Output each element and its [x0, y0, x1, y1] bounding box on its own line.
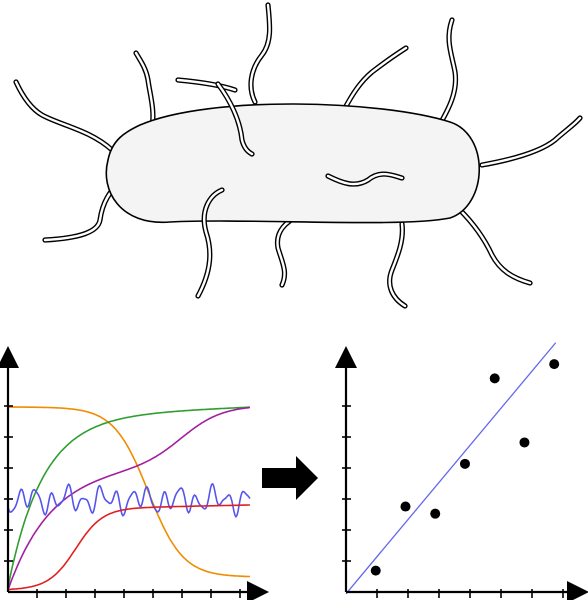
flagellum — [437, 17, 459, 127]
flagellum — [248, 2, 273, 105]
flagellum — [342, 45, 409, 111]
flagellum — [387, 221, 408, 309]
growth-curve-sigmoid-rise — [7, 504, 250, 591]
data-point — [370, 565, 381, 576]
growth-curve-saturating-rise — [7, 406, 250, 588]
data-point — [459, 458, 470, 469]
flagellum — [13, 79, 115, 153]
growth-curve-double-rise — [7, 406, 251, 591]
growth-curve-noisy-flat — [7, 482, 251, 519]
flagella-front — [195, 81, 405, 299]
flagellum — [175, 77, 238, 93]
data-point — [430, 508, 441, 519]
growth-axis-ticks — [4, 405, 241, 598]
regression-fit-line — [345, 342, 557, 595]
data-point — [400, 501, 411, 512]
flagellum — [215, 81, 255, 157]
flagellum — [133, 50, 156, 131]
regression-axis-ticks — [342, 405, 564, 598]
cell-body — [105, 103, 480, 224]
flagellum — [325, 171, 405, 187]
data-point — [519, 437, 530, 448]
data-point — [489, 373, 500, 384]
flagellum — [195, 187, 225, 299]
data-point — [549, 359, 560, 370]
flagellum — [457, 207, 533, 286]
flagellum — [479, 115, 583, 168]
transition-arrow — [262, 456, 318, 500]
growth-curve-sigmoid-decline — [8, 406, 250, 578]
bacterium-illustration — [13, 2, 583, 309]
growth-curves — [7, 406, 251, 591]
regression-plot — [335, 342, 588, 600]
regression-points — [370, 359, 560, 576]
flagellum — [274, 212, 303, 288]
growth-curves-plot — [0, 346, 269, 600]
